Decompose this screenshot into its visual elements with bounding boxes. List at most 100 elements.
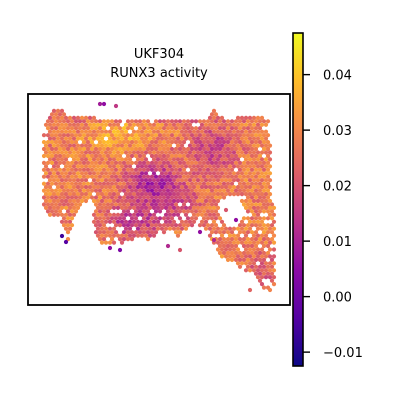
spot-point [143,219,149,224]
spot-point [45,174,51,179]
spot-point [227,150,233,155]
spot-point [43,164,49,169]
spot-point [227,233,233,238]
spot-point [141,153,147,159]
spot-point [61,140,67,145]
spot-point [95,205,101,210]
spot-point [195,205,201,210]
spot-point [271,233,277,238]
spot-point [231,122,237,127]
spot-point [209,146,215,152]
spot-point [255,233,261,238]
spot-point [87,129,93,134]
spot-point [205,119,211,124]
spot-point [91,150,97,155]
spot-point [77,188,83,193]
spot-point [131,205,137,210]
spot-point [257,257,263,262]
spot-point [49,133,55,138]
spot-point [229,188,235,193]
spot-point [67,136,73,141]
spot-point [71,115,77,120]
spot-point [207,205,213,210]
spot-point [153,181,159,186]
spot-point [143,129,149,134]
spot-point [197,160,203,165]
spot-point [203,178,209,183]
spot-point [53,202,59,207]
spot-point [167,164,173,169]
spot-point [167,198,173,204]
spot-point [73,126,79,131]
spot-point [59,150,65,155]
spot-point [213,209,219,214]
spot-point [219,129,225,134]
spot-point [187,185,193,190]
spot-point [163,192,169,197]
spot-point [217,230,223,235]
spot-point [247,122,253,127]
spot-point [139,205,145,210]
spot-point [161,153,167,159]
spot-point [223,185,229,190]
spot-point [197,153,203,159]
spot-point [99,233,105,238]
spot-point [75,205,81,210]
spot-point [185,146,191,152]
spot-point [45,133,51,138]
spot-point [157,146,163,152]
spot-point [147,122,153,127]
spot-point [173,167,179,172]
spot-point [179,226,185,231]
spot-point [157,209,163,214]
spot-point [177,119,183,124]
spot-point [65,230,71,235]
spot-point [53,126,59,131]
spot-point [247,171,253,176]
spot-point [173,174,179,179]
spot-point [167,205,173,210]
spot-point [263,185,269,190]
spot-point [243,198,249,204]
spot-point [203,136,209,141]
spot-point [117,133,123,138]
spot-point [55,164,61,169]
spot-point [215,129,221,134]
spot-point [239,129,245,134]
spot-point [121,146,127,152]
spot-point [257,237,263,242]
spot-point [93,119,99,124]
spot-point [99,226,105,231]
spot-point [181,146,187,152]
spot-point [253,188,259,193]
spot-point [63,122,69,127]
spot-point [243,205,249,210]
spot-point [79,143,85,148]
spot-point [199,157,205,162]
spot-point [95,143,101,148]
spot-point [117,237,123,242]
spot-point [125,174,131,179]
spot-point [45,126,51,131]
spot-point [151,136,157,141]
spot-point [193,216,199,221]
spot-point [167,150,173,155]
spot-point [109,160,115,165]
spot-point [111,240,117,245]
spot-point [89,140,95,145]
spot-point [153,167,159,172]
spot-point [225,146,231,152]
spot-point [125,230,131,235]
spot-point [193,160,199,165]
spot-point [225,237,231,242]
spot-point [121,181,127,186]
spot-point [121,223,127,228]
spot-point [155,226,161,231]
spot-point [263,198,269,204]
spot-point [133,188,139,193]
spot-point [109,146,115,152]
spot-point [147,185,153,190]
spot-point [115,198,121,204]
spot-point [255,205,261,210]
spot-point [155,122,161,127]
